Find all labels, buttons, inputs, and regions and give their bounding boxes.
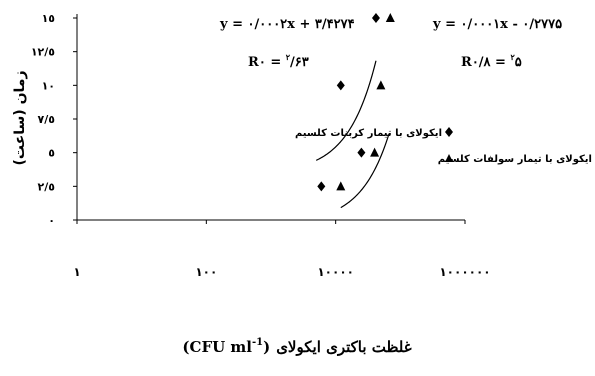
data-point-triangle <box>336 181 346 191</box>
trendline-equation-1: y = ٠/٠٠٠٢x + ٣/۴٢٧۴ <box>219 17 355 32</box>
x-axis-title-sup: -1 <box>252 337 263 348</box>
data-point-diamond <box>336 80 345 91</box>
y-tick-label: ٥ <box>48 147 55 160</box>
y-tick-label: ٧/٥ <box>38 113 56 126</box>
y-tick-label: ٠ <box>48 214 55 227</box>
x-axis-title: (CFU ml-1) غلظت باکتری ایکولای <box>182 337 411 356</box>
x-tick-label: ١٠٠٠٠٠٠ <box>439 265 490 279</box>
data-point-diamond <box>317 181 326 192</box>
r-squared-2-r: R <box>461 55 472 70</box>
legend-label-2: ایکولای با تیمار سولفات کلسیم <box>438 154 592 165</box>
trendline-equation-2: y = ٠/٠٠٠١x - ٠/٢٧٧۵ <box>432 17 562 32</box>
data-point-triangle <box>370 147 380 157</box>
data-point-triangle <box>376 80 386 90</box>
r-squared-2-value: = ٠/٨۵ <box>472 55 522 70</box>
r-squared-1-r: R <box>248 55 259 70</box>
r-squared-1-sup: ٢ <box>286 52 291 62</box>
r-squared-2: R ٢ = ٠/٨۵ <box>461 52 522 70</box>
data-point-diamond <box>371 13 380 23</box>
r-squared-1: R ٢ = ٠/۶٣ <box>248 52 309 70</box>
legend-triangle-marker <box>445 154 453 162</box>
y-tick-label: ٢/٥ <box>38 180 56 193</box>
x-tick-label: ١٠٠٠٠ <box>317 265 354 279</box>
x-tick-label: ١٠٠ <box>195 265 217 279</box>
x-tick-label: ١ <box>73 265 80 279</box>
y-tick-label: ١٥ <box>42 12 56 25</box>
y-tick-label: ١٠ <box>42 79 55 92</box>
legend-diamond-marker <box>445 127 453 137</box>
x-axis-title-close: ) <box>263 338 270 356</box>
data-point-triangle <box>385 13 395 22</box>
x-axis-title-unit: (CFU ml <box>182 338 252 356</box>
y-axis-title: زمان (ساعت) <box>12 70 28 165</box>
r-squared-2-sup: ٢ <box>510 52 515 62</box>
plot-area: ٠ ٢/٥ ٥ ٧/٥ ١٠ ١٢/٥ ١٥ ١ ١٠٠ ١٠٠٠٠ ١٠٠٠٠٠٠ <box>31 12 491 279</box>
data-point-diamond <box>357 147 366 158</box>
trendline-1 <box>315 60 377 161</box>
legend-label-1: ایکولای با تیمار کربنات کلسیم <box>295 128 442 139</box>
legend: ایکولای با تیمار کربنات کلسیم ایکولای با… <box>295 127 592 165</box>
trendline-2 <box>340 133 390 209</box>
r-squared-1-value: = ٠/۶٣ <box>259 55 309 70</box>
x-axis-title-text: غلظت باکتری ایکولای <box>276 338 412 356</box>
y-tick-label: ١٢/٥ <box>31 46 55 59</box>
